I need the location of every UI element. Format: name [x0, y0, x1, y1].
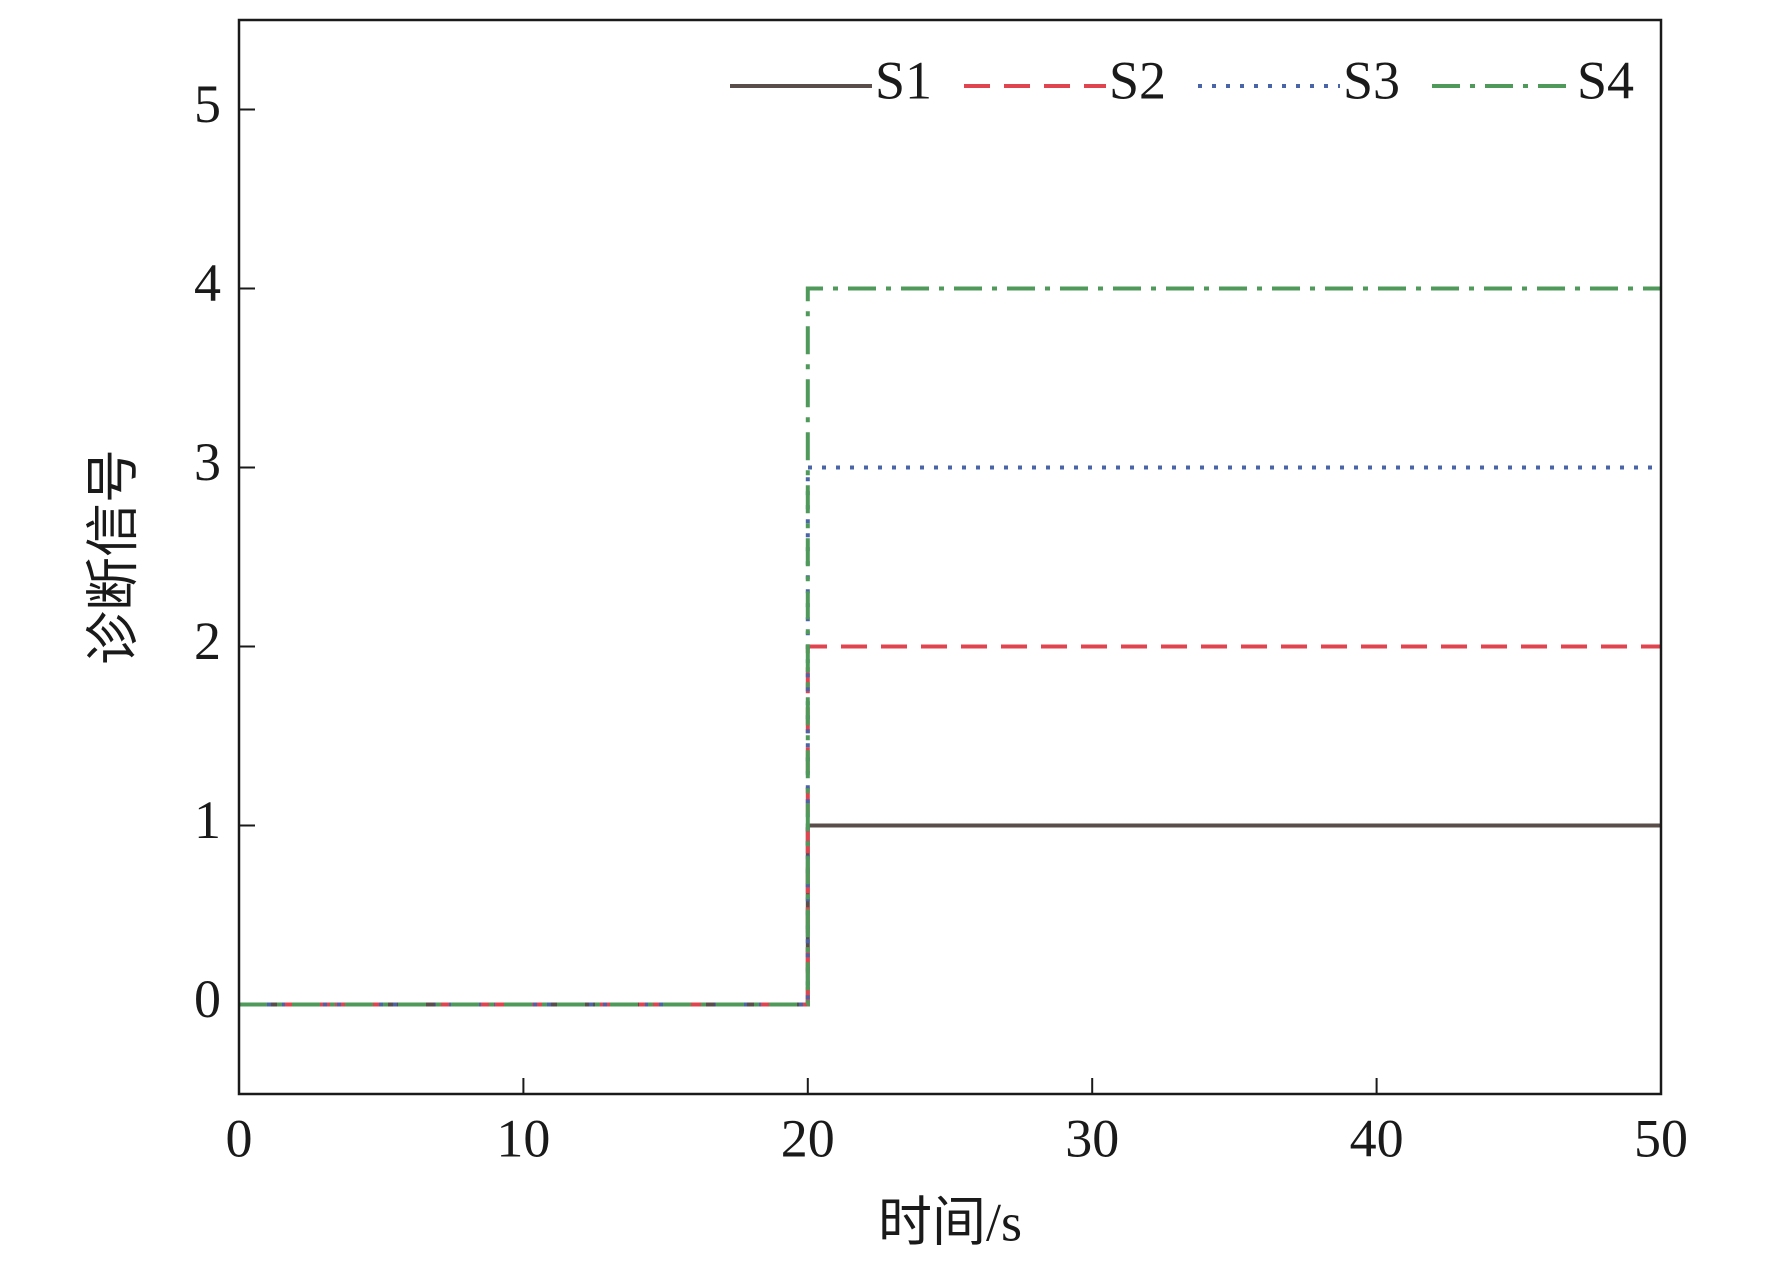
series-line: [239, 465, 1661, 1007]
x-tick-label: 40: [1350, 1108, 1404, 1168]
y-tick-label: 2: [194, 611, 221, 671]
y-tick-label: 4: [194, 253, 221, 313]
x-tick-label: 50: [1634, 1108, 1688, 1168]
legend-label: S4: [1577, 50, 1634, 110]
y-tick-label: 3: [194, 432, 221, 492]
x-tick-label: 10: [496, 1108, 550, 1168]
legend-label: S1: [875, 50, 932, 110]
plot-frame: [237, 18, 1663, 1096]
y-tick-label: 5: [194, 74, 221, 134]
legend-label: S3: [1343, 50, 1400, 110]
series-line: [239, 823, 1661, 1007]
x-tick-label: 20: [781, 1108, 835, 1168]
y-axis-label: 诊断信号: [83, 449, 143, 665]
y-tick-label: 1: [194, 790, 221, 850]
y-tick-label: 0: [194, 969, 221, 1029]
x-tick-label: 30: [1065, 1108, 1119, 1168]
x-axis-label: 时间/s: [878, 1192, 1022, 1252]
legend-label: S2: [1109, 50, 1166, 110]
series-line: [239, 286, 1661, 1007]
x-tick-label: 0: [226, 1108, 253, 1168]
